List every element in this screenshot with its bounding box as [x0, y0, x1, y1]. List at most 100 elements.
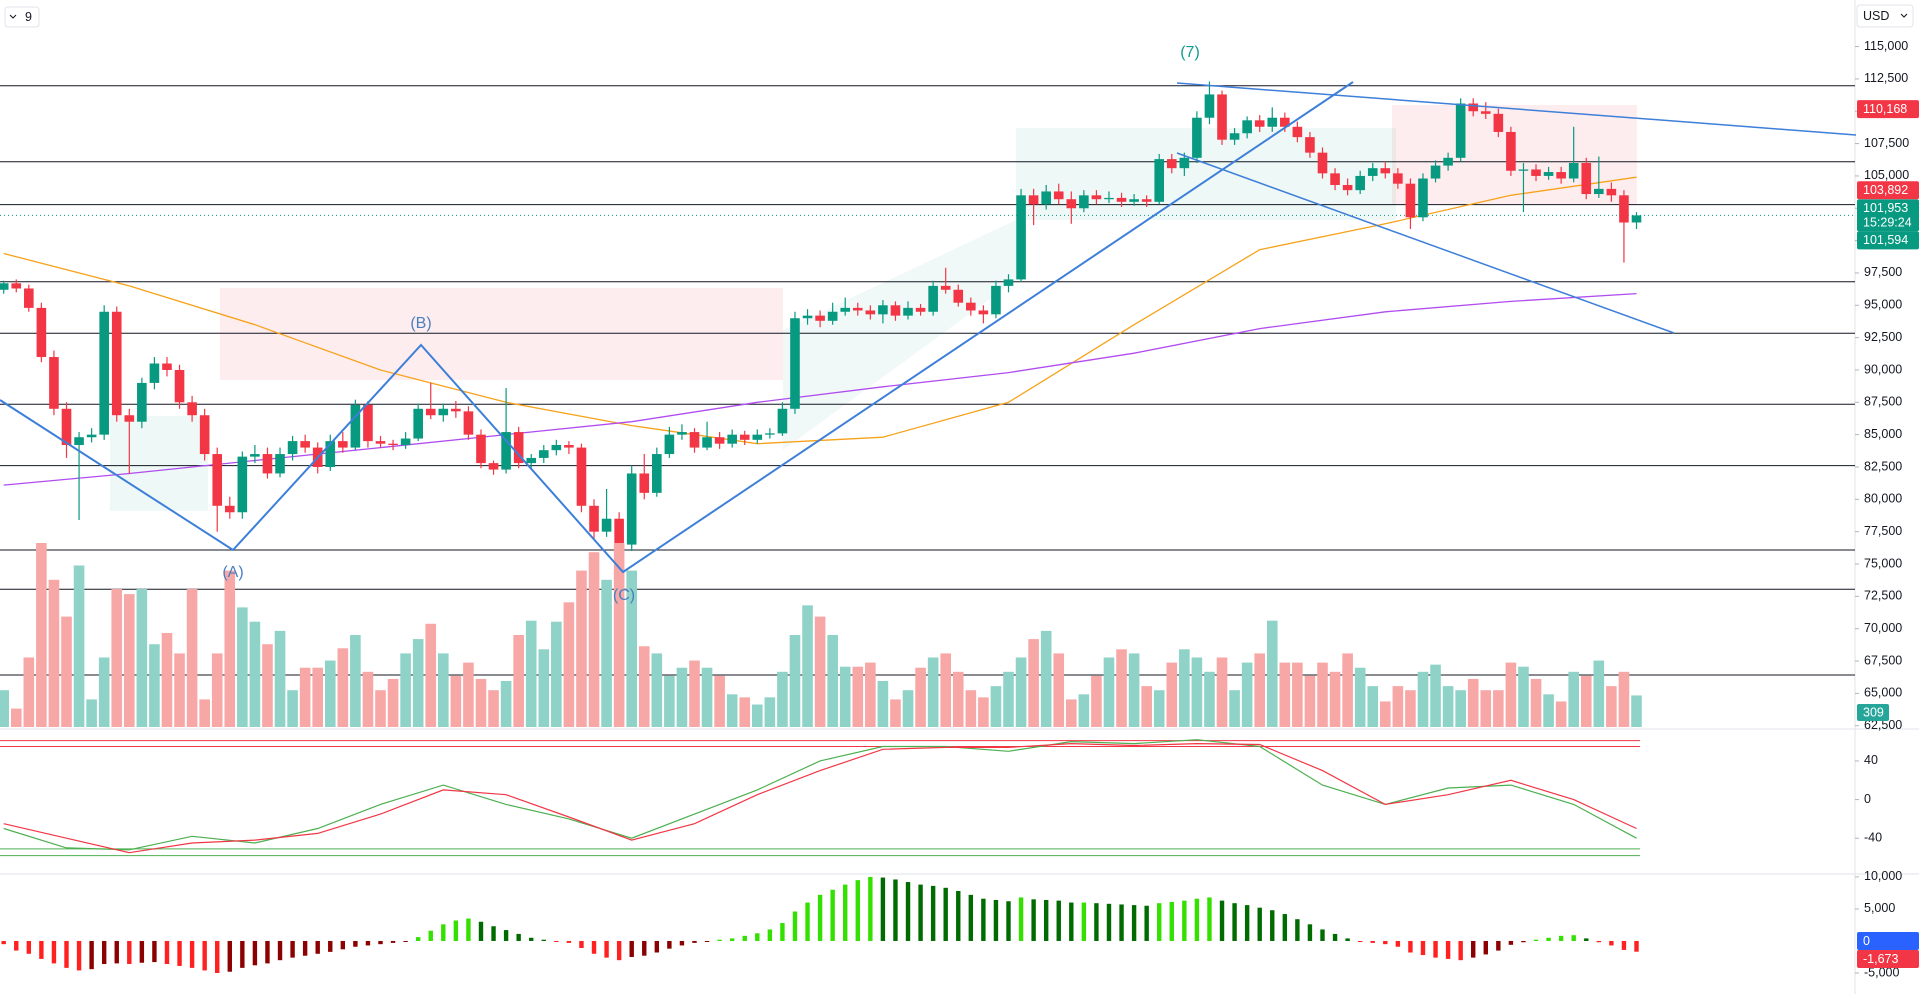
y-tick-label: 95,000 — [1864, 298, 1902, 312]
volume-bar — [237, 607, 248, 727]
candle-body — [224, 505, 235, 513]
histogram-bar — [1257, 907, 1262, 941]
candle-body — [1104, 197, 1114, 200]
drawings: (7) (B) (A) (C) — [0, 44, 1857, 604]
candle-body — [99, 311, 109, 435]
volume-bar — [312, 667, 323, 727]
histogram-bar — [817, 894, 823, 941]
y-tick-label: -40 — [1864, 830, 1882, 844]
volume-bar — [1417, 671, 1429, 727]
histogram-bar — [554, 940, 559, 942]
histogram-bar — [1458, 940, 1463, 961]
candle-body — [1192, 117, 1202, 158]
price-tag — [1857, 231, 1919, 250]
histogram-bar — [177, 940, 182, 966]
histogram-bar — [76, 940, 82, 971]
y-tick-label: 105,000 — [1864, 168, 1909, 182]
volume-bar — [1304, 675, 1316, 727]
histogram-bar — [717, 939, 722, 941]
histogram-bar — [604, 940, 609, 958]
histogram-bar — [14, 940, 19, 951]
candle-body — [1556, 172, 1566, 179]
volume-bar — [789, 635, 801, 727]
histogram-bar — [315, 940, 320, 954]
histogram-bar — [51, 940, 57, 964]
currency-button[interactable]: USD — [1856, 4, 1914, 28]
candle-body — [262, 454, 273, 474]
volume-bar — [990, 686, 1002, 727]
histogram-bar — [667, 940, 672, 949]
volume-bar — [111, 589, 123, 727]
volume-bar — [651, 653, 663, 727]
histogram-bar — [39, 940, 44, 959]
y-tick-label: 80,000 — [1864, 492, 1902, 506]
y-tick-label: 5,000 — [1864, 901, 1895, 915]
histogram-bar — [767, 929, 773, 941]
interval-box[interactable] — [4, 6, 40, 28]
candle-body — [1631, 215, 1642, 223]
histogram-bar — [415, 937, 421, 941]
candle-body — [1380, 168, 1391, 174]
candle-body — [325, 441, 336, 467]
histogram-bar — [1584, 938, 1589, 941]
volume-bar — [36, 543, 47, 727]
volume-bar — [1606, 686, 1617, 727]
histogram-bar — [893, 879, 898, 941]
histogram-bar — [114, 940, 119, 964]
volume-bar — [1467, 678, 1479, 727]
volume-bar — [538, 649, 550, 727]
histogram-bar — [353, 940, 358, 947]
histogram-bar — [1332, 933, 1338, 941]
wave-label: (7) — [1180, 44, 1200, 61]
interval-button[interactable]: 9 — [4, 6, 40, 28]
volume-bar — [1530, 678, 1542, 727]
volume-bar — [1455, 690, 1466, 727]
histogram-bar — [428, 930, 433, 941]
volume-bar — [764, 697, 776, 727]
histogram-bar — [378, 940, 383, 945]
candle-body — [476, 434, 486, 464]
price-tag-label: 101,594 — [1863, 233, 1908, 247]
candle-body — [287, 441, 298, 455]
histogram-bar — [1270, 910, 1275, 941]
candle-body — [614, 518, 624, 545]
currency-box[interactable] — [1856, 4, 1914, 28]
candle-body — [752, 434, 763, 440]
histogram-bar — [1345, 938, 1350, 941]
histogram-bar — [805, 902, 810, 941]
y-tick-label: 97,500 — [1864, 265, 1902, 279]
y-tick-label: 90,000 — [1864, 362, 1902, 376]
volume-bar — [1568, 671, 1579, 727]
volume-bar — [1191, 657, 1203, 727]
candle-body — [677, 432, 687, 435]
candle-body — [501, 432, 511, 470]
histogram-bar — [1621, 940, 1627, 950]
volume-bar — [613, 543, 625, 727]
candle-body — [1405, 183, 1416, 218]
volume-bar — [438, 653, 449, 727]
candle-body — [363, 404, 373, 442]
volume-bar — [161, 632, 173, 727]
histogram-bar — [89, 940, 94, 970]
histogram-bar — [277, 940, 283, 961]
histogram-bar — [1207, 897, 1212, 941]
candle-body — [212, 454, 223, 506]
histogram-bar — [202, 940, 207, 971]
y-tick-label: 85,000 — [1864, 427, 1902, 441]
interval[interactable]: 9 — [25, 10, 32, 24]
volume-bar — [1430, 664, 1441, 727]
candle-body — [827, 311, 838, 321]
currency[interactable]: USD — [1863, 9, 1889, 23]
histogram-bar — [227, 940, 232, 972]
volume-bar — [1279, 662, 1291, 727]
volume-bar — [890, 699, 901, 727]
volume-bar — [676, 667, 688, 727]
volume-bar — [1329, 671, 1341, 727]
candle-body — [1179, 157, 1190, 169]
candle-body — [639, 473, 650, 493]
volume-bar — [902, 690, 914, 727]
candle-body — [1141, 199, 1152, 202]
candle-body — [1041, 191, 1051, 205]
